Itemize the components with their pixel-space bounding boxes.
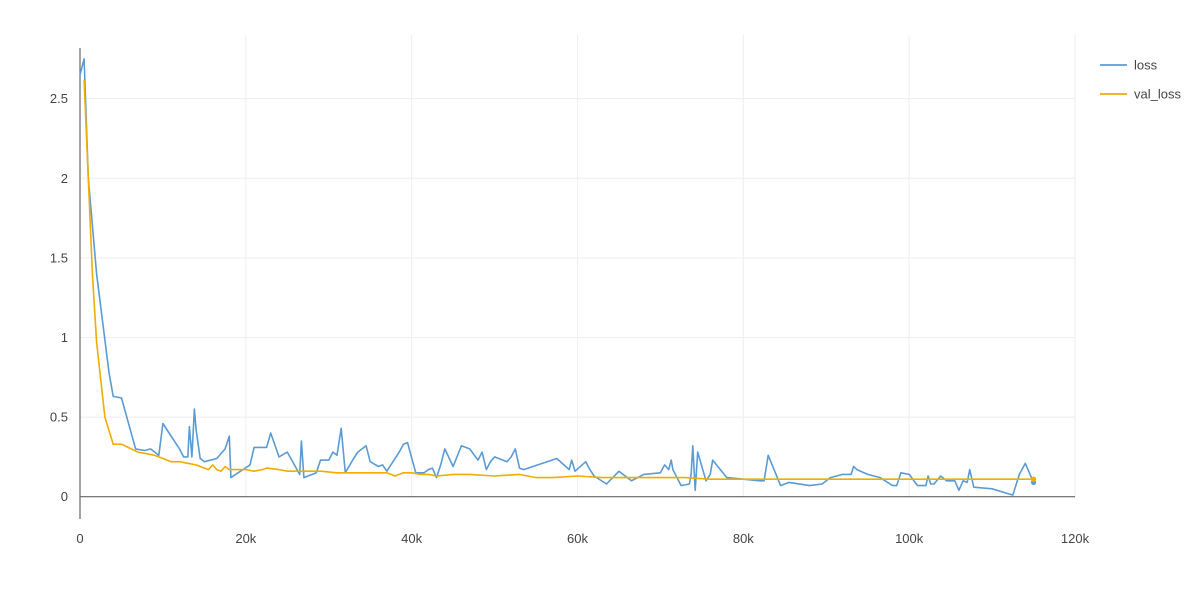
axes [79,48,1075,519]
legend-label: loss [1134,58,1158,73]
legend[interactable]: loss val_loss [1100,58,1181,102]
x-tick-label: 40k [401,531,422,546]
grid [80,35,1076,498]
x-tick-label: 100k [895,531,924,546]
y-tick-label: 0.5 [50,410,68,425]
series-line-val_loss [83,79,1034,481]
y-tick-label: 1 [61,330,68,345]
y-tick-label: 2.5 [50,91,68,106]
x-tick-label: 0 [76,531,83,546]
legend-item-loss[interactable]: loss [1100,58,1158,73]
y-tick-label: 1.5 [50,250,68,265]
series-endpoint-val_loss [1030,476,1037,482]
x-tick-label: 120k [1061,531,1090,546]
y-tick-label: 2 [61,171,68,186]
series-line-loss [79,58,1035,496]
series [79,58,1037,496]
legend-label: val_loss [1134,87,1181,102]
y-tick-label: 0 [61,489,68,504]
tick-labels: 0 20k 40k 60k 80k 100k 120k 0 0.5 1 1.5 2 2.5 [50,91,1090,546]
x-tick-label: 60k [567,531,588,546]
x-tick-label: 20k [235,531,256,546]
x-tick-label: 80k [733,531,754,546]
legend-item-val_loss[interactable]: val_loss [1100,87,1181,102]
